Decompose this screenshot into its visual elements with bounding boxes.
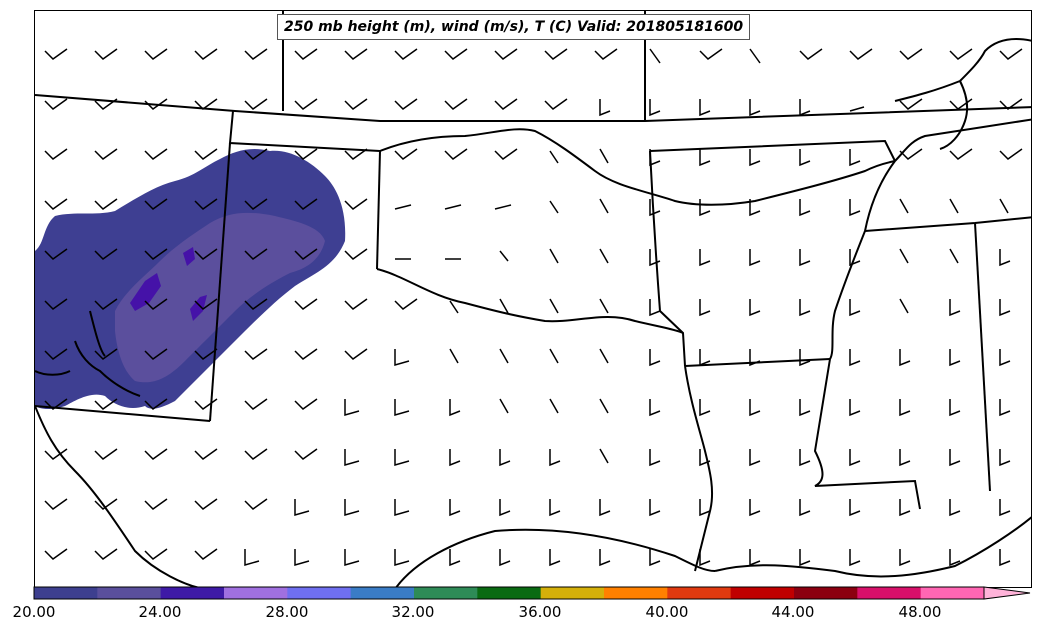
colorbar-tick-label: 36.00 [518,603,562,621]
colorbar-segment [287,587,352,599]
colorbar-segment [160,587,225,599]
colorbar-tick-label: 20.00 [12,603,56,621]
colorbar-segment [224,587,288,599]
map-plot-area [34,10,1032,588]
colorbar-tick-label: 24.00 [138,603,182,621]
colorbar-segment [730,587,795,599]
colorbar-segment [34,587,98,599]
colorbar-segment [857,587,922,599]
wind-barbs [44,48,1023,567]
map-title: 250 mb height (m), wind (m/s), T (C) Val… [277,14,751,40]
colorbar-tick-label: 28.00 [265,603,309,621]
colorbar-tick-label: 32.00 [391,603,435,621]
colorbar-extend-arrow [983,586,1031,600]
colorbar-segment [540,587,605,599]
colorbar-segment [350,587,415,599]
state-borders [35,11,1031,587]
colorbar-segment [97,587,162,599]
colorbar-segment [477,587,542,599]
colorbar-tick-label: 44.00 [771,603,815,621]
weather-map [35,11,1031,587]
colorbar-segment [667,587,732,599]
colorbar-segment [604,587,668,599]
temperature-shading [35,148,346,410]
temperature-region-24c-b [183,247,195,266]
colorbar [33,586,1031,600]
temperature-region-24c-a [130,273,161,311]
temperature-region-22c [115,212,325,383]
colorbar-segment [920,587,985,599]
colorbar-outline [33,586,985,600]
temperature-region-24c-c [190,295,207,321]
colorbar-segment [414,587,478,599]
colorbar-segment [794,587,858,599]
colorbar-tick-label: 40.00 [645,603,689,621]
colorbar-tick-label: 48.00 [898,603,942,621]
